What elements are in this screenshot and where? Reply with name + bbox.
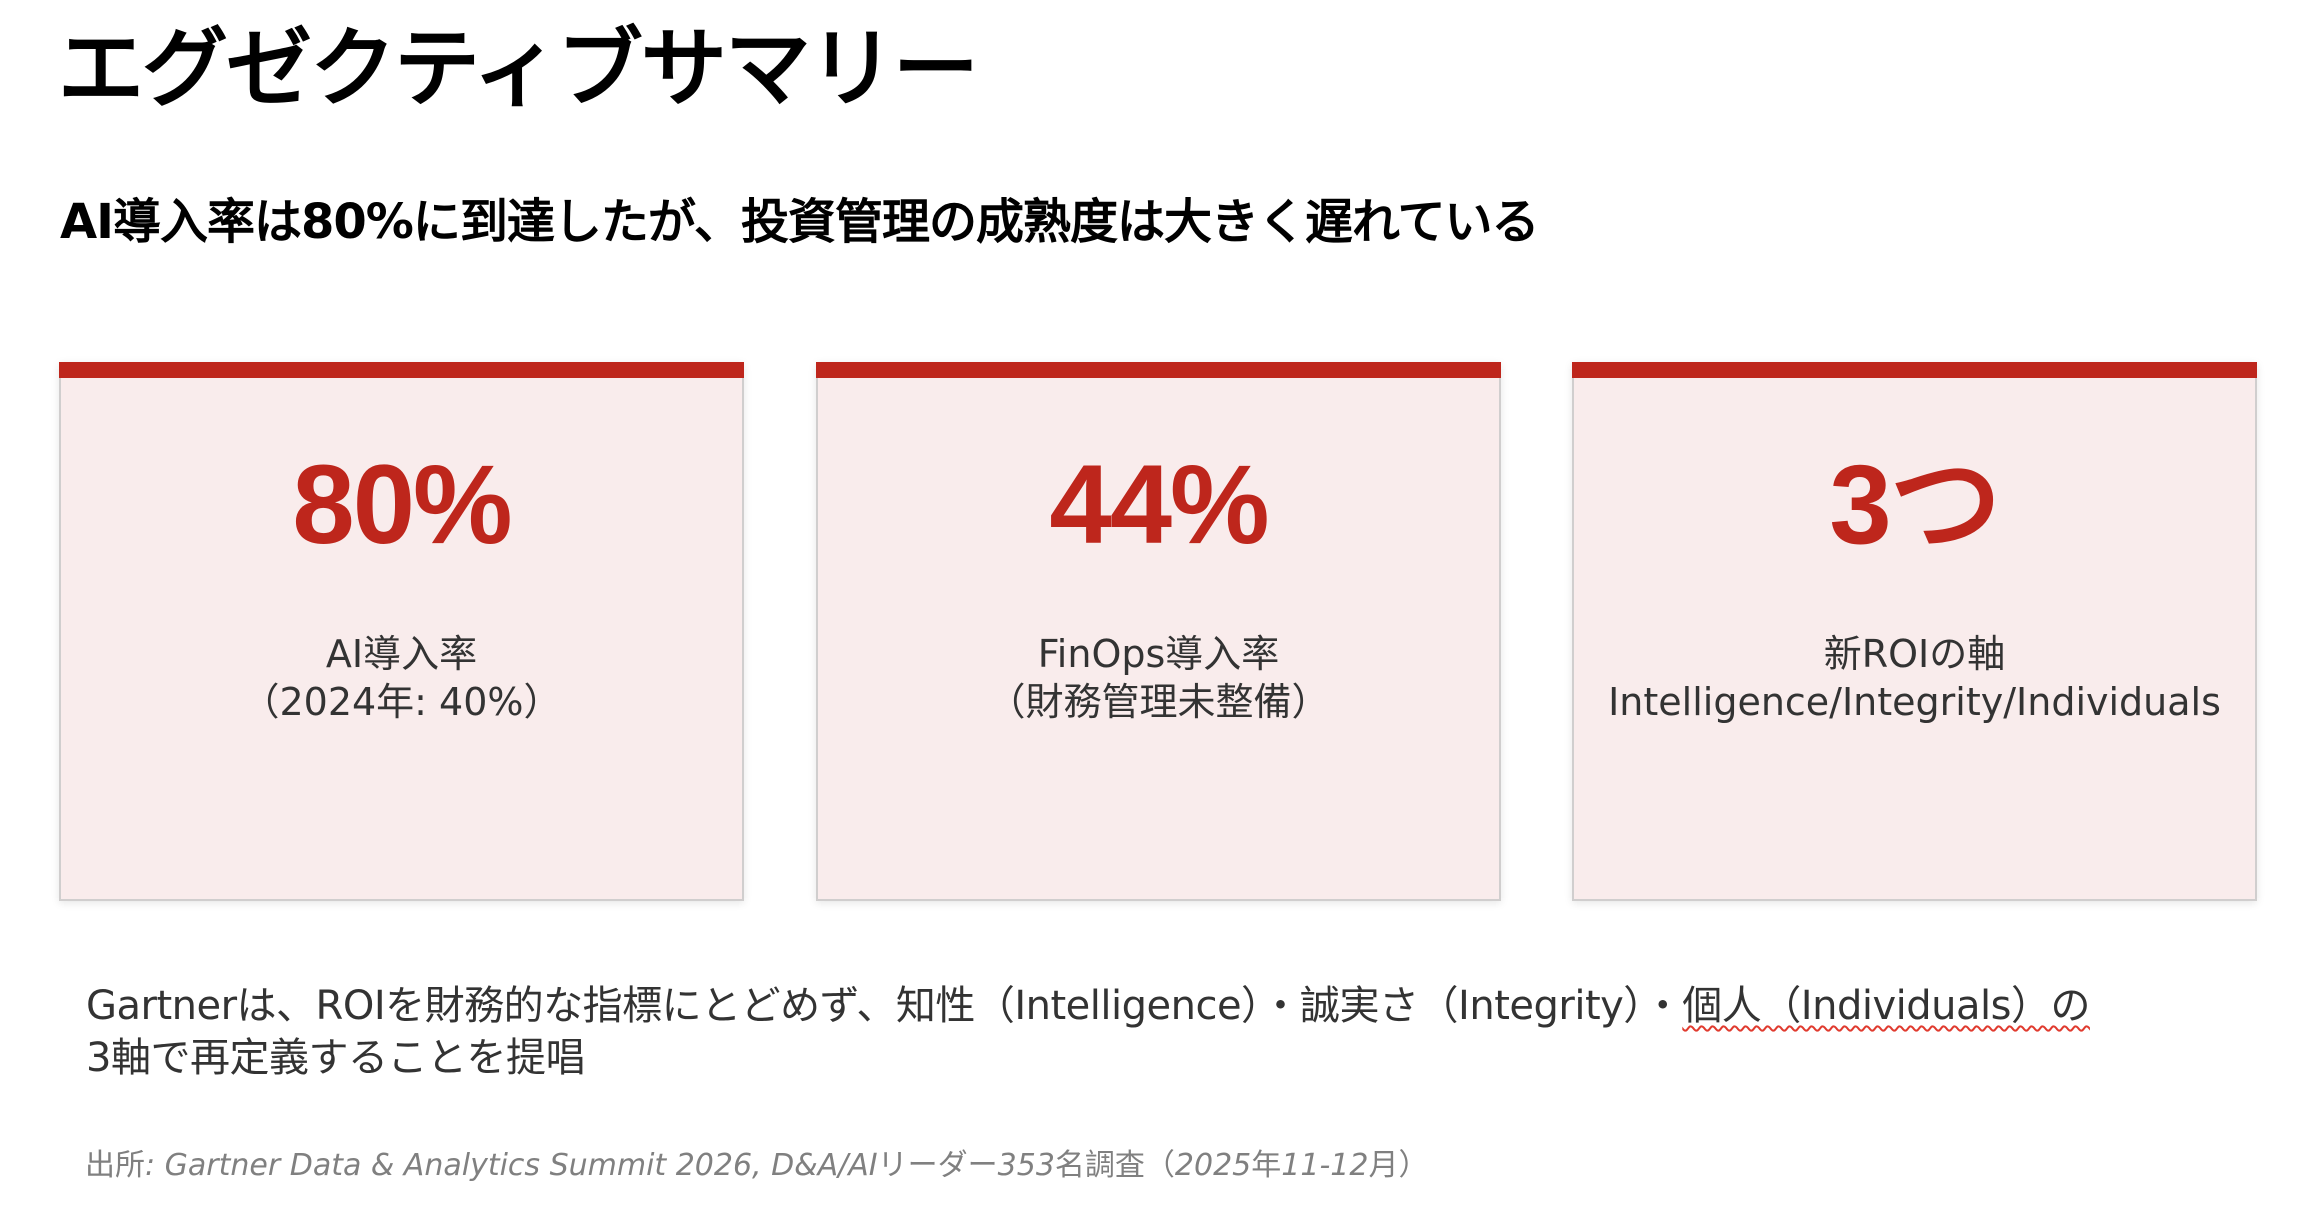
metric-card-finops-adoption: 44% FinOps導入率 （財務管理未整備） [816, 362, 1501, 901]
metric-label: 新ROIの軸 Intelligence/Integrity/Individual… [1574, 630, 2255, 726]
metric-label-line2: （2024年: 40%） [241, 680, 562, 724]
source-citation-part: 月） [1368, 1148, 1429, 1183]
metric-label-line2: Intelligence/Integrity/Individuals [1608, 680, 2221, 724]
card-accent-bar [59, 362, 744, 378]
source-citation-part: 2025 [1174, 1148, 1252, 1183]
card-accent-bar [816, 362, 1501, 378]
source-citation-part: 年 [1251, 1148, 1282, 1183]
metric-label-line2: （財務管理未整備） [987, 680, 1330, 724]
source-citation: 出所: Gartner Data & Analytics Summit 2026… [85, 1146, 1428, 1186]
slide-subtitle: AI導入率は80%に到達したが、投資管理の成熟度は大きく遅れている [60, 194, 1540, 250]
spellcheck-flagged-text[interactable]: 個人（Individuals）の [1682, 983, 2090, 1029]
metric-label-line1: 新ROIの軸 [1823, 632, 2006, 676]
metric-label: FinOps導入率 （財務管理未整備） [818, 630, 1499, 726]
metric-label: AI導入率 （2024年: 40%） [61, 630, 742, 726]
metric-value: 3つ [1829, 442, 2001, 567]
summary-line-1-text: Gartnerは、ROIを財務的な指標にとどめず、知性（Intelligence… [86, 983, 1683, 1029]
source-citation-part: 353 [997, 1148, 1055, 1183]
source-citation-part: : Gartner Data & Analytics Summit 2026, … [145, 1148, 878, 1183]
metric-card-ai-adoption: 80% AI導入率 （2024年: 40%） [59, 362, 744, 901]
summary-line-1: Gartnerは、ROIを財務的な指標にとどめず、知性（Intelligence… [86, 980, 2266, 1032]
source-citation-part: 名調査（ [1054, 1148, 1175, 1183]
source-citation-part: リーダー [877, 1148, 998, 1183]
summary-line-2: 3軸で再定義することを提唱 [86, 1035, 585, 1081]
metric-card-roi-axes: 3つ 新ROIの軸 Intelligence/Integrity/Individ… [1572, 362, 2257, 901]
metric-value: 44% [1049, 442, 1269, 567]
card-accent-bar [1572, 362, 2257, 378]
slide-title: エグゼクティブサマリー [58, 19, 979, 119]
metric-value: 80% [292, 442, 512, 567]
source-citation-part: 11-12 [1281, 1148, 1369, 1183]
source-label: 出所 [85, 1148, 145, 1183]
summary-text-box[interactable]: Gartnerは、ROIを財務的な指標にとどめず、知性（Intelligence… [86, 980, 2266, 1084]
metric-label-line1: AI導入率 [325, 632, 478, 676]
metric-label-line1: FinOps導入率 [1037, 632, 1280, 676]
